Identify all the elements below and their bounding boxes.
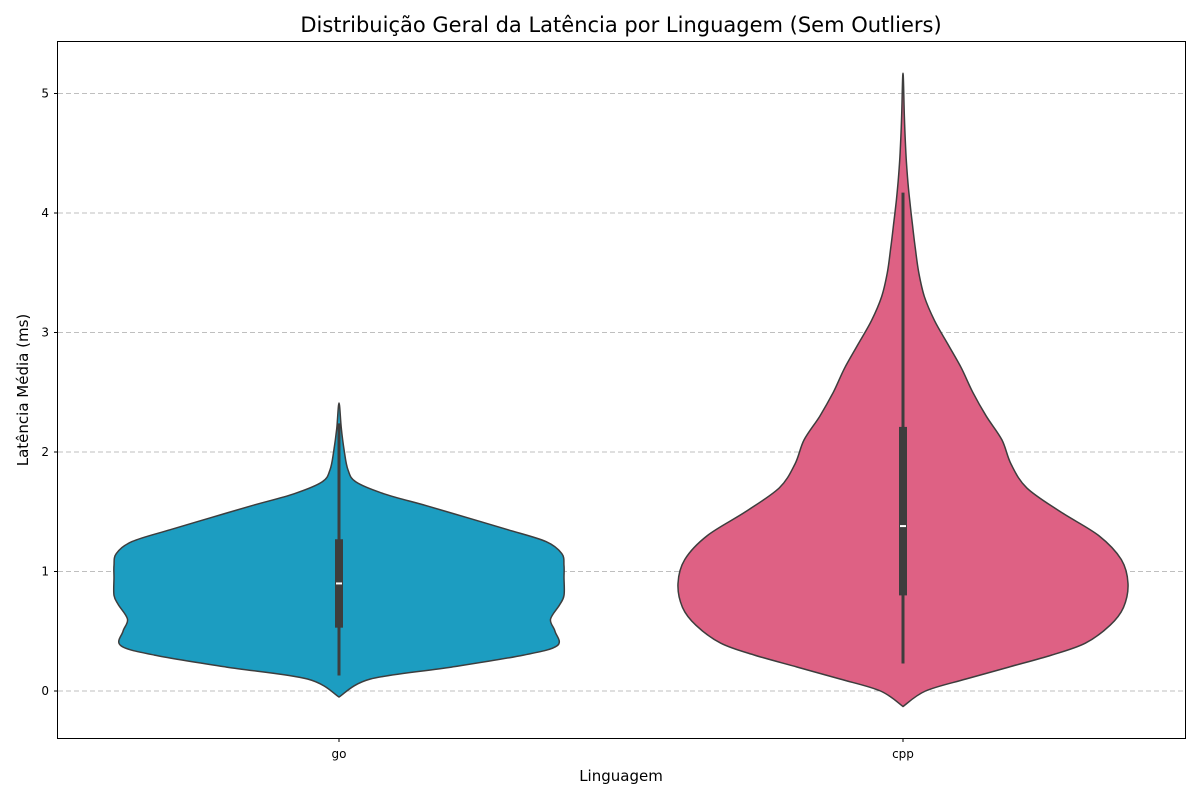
iqr-box-cpp <box>899 426 907 596</box>
chart-title: Distribuição Geral da Latência por Lingu… <box>300 13 941 37</box>
x-tick-label-cpp: cpp <box>892 747 914 761</box>
box-plots <box>335 192 907 676</box>
y-tick-label-1: 1 <box>41 565 49 579</box>
y-axis-label: Latência Média (ms) <box>14 314 32 467</box>
y-tick-label-4: 4 <box>41 206 49 220</box>
y-tick-label-3: 3 <box>41 326 49 340</box>
y-tick-label-0: 0 <box>41 684 49 698</box>
violin-bodies <box>112 72 1129 708</box>
x-tick-label-go: go <box>332 747 347 761</box>
y-tick-label-2: 2 <box>41 445 49 459</box>
x-axis-label: Linguagem <box>579 767 663 785</box>
y-axis-ticks: 0 1 2 3 4 5 <box>41 87 58 698</box>
y-tick-label-5: 5 <box>41 87 49 101</box>
x-axis-ticks: go cpp <box>332 738 914 761</box>
plot-frame <box>57 41 1186 739</box>
